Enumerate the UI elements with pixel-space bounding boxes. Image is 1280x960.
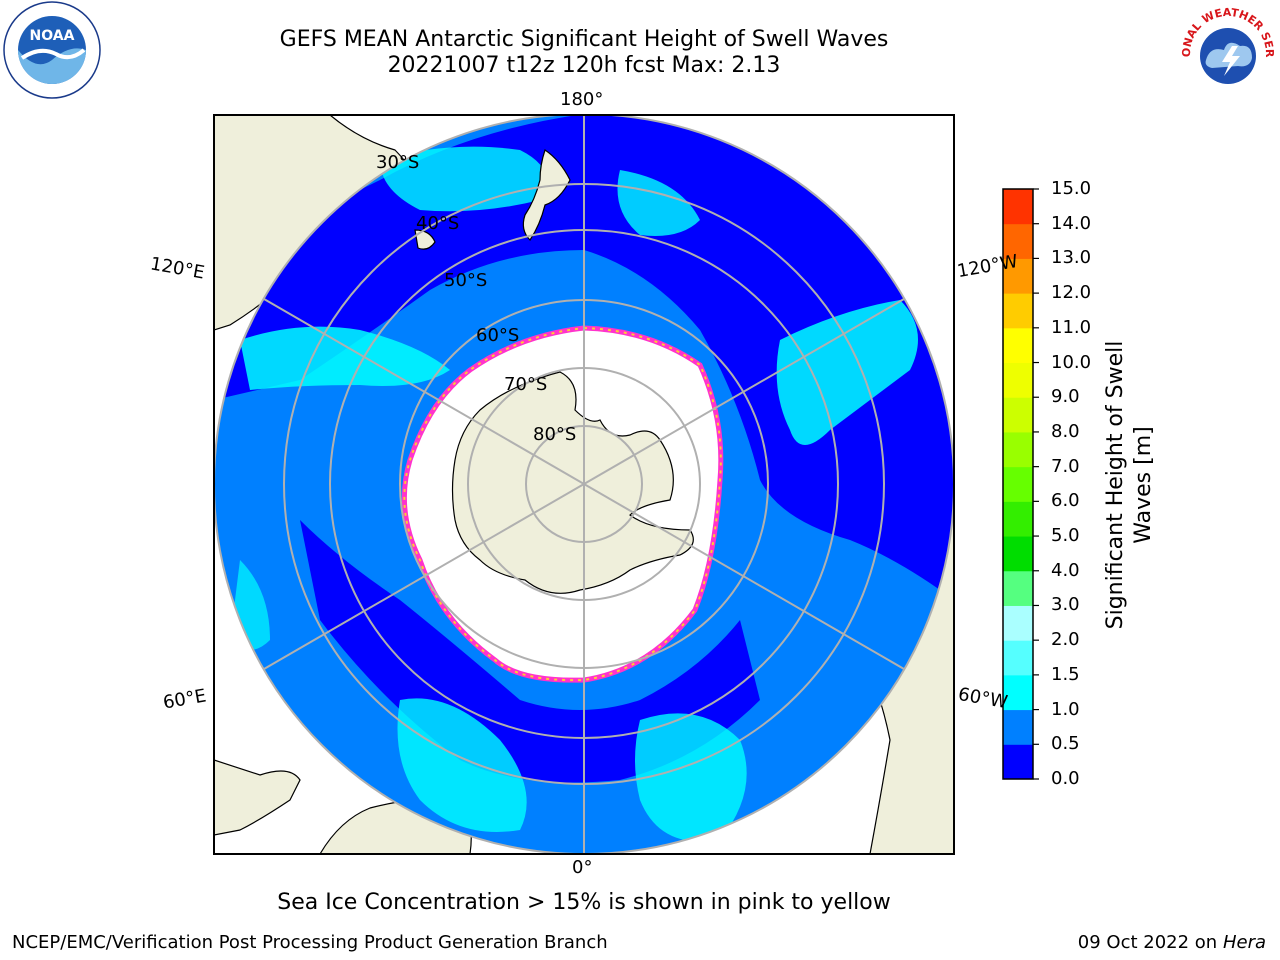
colorbar-tick-label: 13.0 [1051,247,1092,269]
colorbar-tick-label: 14.0 [1051,212,1092,234]
colorbar-segment [1003,744,1033,780]
colorbar-segment [1003,362,1033,398]
colorbar-tick-label: 12.0 [1051,282,1092,304]
colorbar-segment [1003,397,1033,433]
colorbar-title: Significant Height of Swell Waves [m] [1103,340,1156,630]
colorbar-tick-label: 2.0 [1051,629,1080,651]
colorbar-tick-label: 8.0 [1051,420,1080,442]
colorbar-tick-label: 3.0 [1051,594,1080,616]
colorbar-segment [1003,293,1033,329]
colorbar-segment [1003,258,1033,294]
lon-label-180: 180° [560,89,604,110]
svg-text:NOAA: NOAA [30,28,75,44]
lat-label-70s: 70°S [504,374,548,395]
colorbar-segment [1003,605,1033,641]
chart-subtitle: 20221007 t12z 120h fcst Max: 2.13 [387,53,781,78]
lat-label-50s: 50°S [444,270,488,291]
colorbar-segment [1003,189,1033,225]
nws-logo: NATIONAL WEATHER SERVICE [1176,0,1276,98]
colorbar-segment [1003,709,1033,745]
colorbar-segment [1003,674,1033,711]
lat-label-60s: 60°S [476,325,520,346]
colorbar-tick-label: 6.0 [1051,490,1080,512]
credit-text: NCEP/EMC/Verification Post Processing Pr… [12,932,608,953]
lon-label-0: 0° [572,857,593,878]
colorbar-segment [1003,431,1033,468]
colorbar-tick-label: 15.0 [1051,178,1092,199]
colorbar-segment [1003,327,1033,364]
lat-label-80s: 80°S [533,424,577,445]
colorbar-frame [1002,188,1034,780]
antarctica-land [451,371,694,594]
colorbar-segment [1003,570,1033,606]
africa-land [214,759,301,836]
colorbar-segment [1003,536,1033,572]
colorbar-tick-label: 4.0 [1051,559,1080,581]
noaa-logo: NOAA [3,1,101,99]
run-date-text: 09 Oct 2022 on Hera [1077,932,1266,953]
chart-title: GEFS MEAN Antarctic Significant Height o… [279,27,889,52]
colorbar [1002,188,1039,780]
colorbar-tick-label: 1.5 [1051,663,1080,685]
lat-label-30s: 30°S [376,152,420,173]
colorbar-tick-label: 0.5 [1051,733,1080,755]
lat-label-40s: 40°S [416,213,460,234]
colorbar-tick-label: 0.0 [1051,768,1080,789]
colorbar-tick-label: 1.0 [1051,698,1080,720]
colorbar-tick-label: 10.0 [1051,351,1092,373]
colorbar-segment [1003,223,1033,259]
colorbar-segment [1003,466,1033,502]
colorbar-segment [1003,501,1033,537]
colorbar-tick-label: 11.0 [1051,316,1092,338]
new-zealand-land [522,149,571,241]
colorbar-tick-label: 9.0 [1051,386,1080,408]
graticule [214,115,954,854]
colorbar-tick-label: 5.0 [1051,525,1080,547]
sea-ice-note: Sea Ice Concentration > 15% is shown in … [277,890,891,915]
colorbar-tick-label: 7.0 [1051,455,1080,477]
colorbar-segment [1003,640,1033,676]
